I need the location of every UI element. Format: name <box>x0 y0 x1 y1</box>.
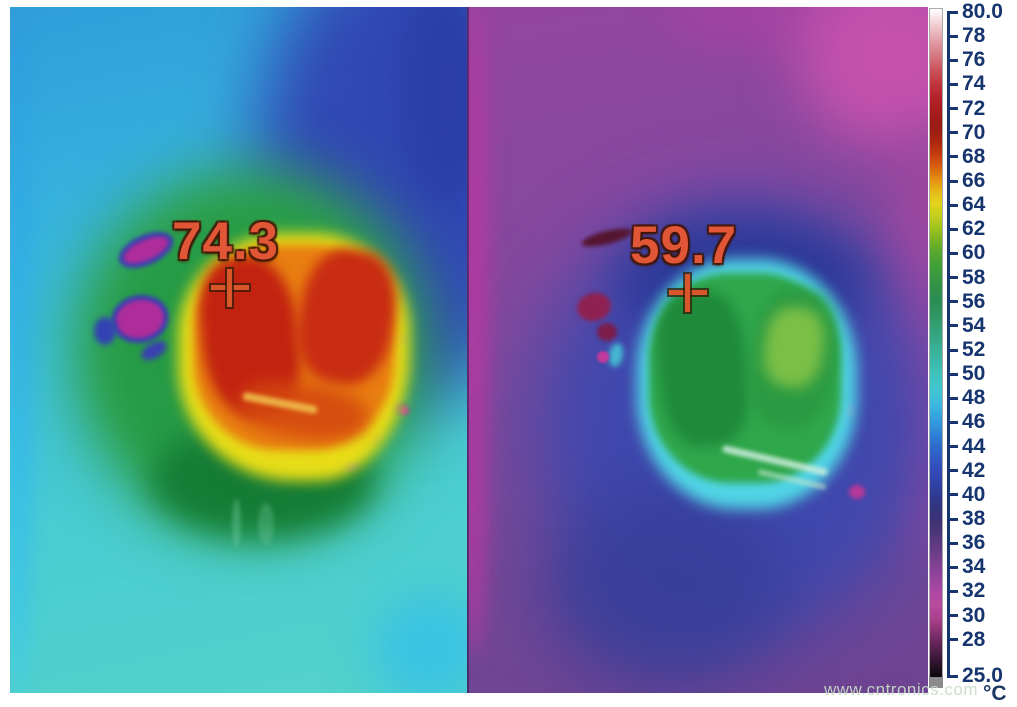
scale-tick-label: 72 <box>962 96 986 120</box>
scale-tick-mark <box>947 638 958 642</box>
scale-tick-label: 68 <box>962 144 986 168</box>
scale-tick-mark <box>947 203 958 207</box>
scale-tick-label: 54 <box>962 313 986 337</box>
scale-tick-mark <box>947 227 958 231</box>
thermal-image-right: 59.7 <box>467 7 928 693</box>
scale-tick-label: 70 <box>962 120 986 144</box>
scale-tick-mark <box>947 469 958 473</box>
scale-tick-mark <box>947 58 958 62</box>
scale-tick-mark <box>947 82 958 86</box>
scale-tick-mark <box>947 396 958 400</box>
image-seam <box>467 7 469 693</box>
thermal-blob <box>797 7 928 147</box>
cold-spot <box>597 323 617 341</box>
scale-tick-mark <box>947 541 958 545</box>
scale-tick-label: 48 <box>962 386 986 410</box>
scale-tick-mark <box>947 107 958 111</box>
thermal-blob <box>370 592 467 693</box>
scale-axis-line <box>947 12 950 676</box>
temperature-scale-ticks: 80.0 78 76 74 72 70 68 66 64 62 60 58 56 54 52 50 48 46 44… <box>945 0 1017 707</box>
scale-tick-mark <box>947 674 958 678</box>
scale-tick-label: 34 <box>962 555 986 579</box>
scale-tick-label: 46 <box>962 410 986 434</box>
colorbar-end-cap <box>929 677 943 688</box>
spot-crosshair-right <box>669 274 707 312</box>
scale-tick-mark <box>947 445 958 449</box>
scale-tick-mark <box>947 276 958 280</box>
temperature-reading-right: 59.7 <box>630 216 738 275</box>
scale-tick-label: 25.0 <box>962 664 1003 687</box>
scale-tick-mark <box>947 614 958 618</box>
hot-component-left <box>178 233 410 481</box>
scale-tick-label: 56 <box>962 289 986 313</box>
scale-tick-label: 76 <box>962 48 986 72</box>
scale-unit-label: °C <box>983 682 1007 705</box>
scale-tick-label: 40 <box>962 482 986 506</box>
scale-tick-mark <box>947 155 958 159</box>
scale-tick-mark <box>947 372 958 376</box>
scale-tick-label: 78 <box>962 24 986 48</box>
scale-tick-label: 36 <box>962 531 986 555</box>
scale-tick-mark <box>947 493 958 497</box>
scale-tick-label: 50 <box>962 362 986 386</box>
temperature-reading-left: 74.3 <box>172 212 280 271</box>
scale-tick-mark <box>947 589 958 593</box>
thermal-image-left: 74.3 <box>10 7 467 693</box>
watermark-text: www.cntronics.com <box>824 680 978 699</box>
scale-tick-label: 38 <box>962 507 986 531</box>
cold-spot <box>400 406 409 415</box>
scale-tick-label: 62 <box>962 217 986 241</box>
silkscreen-mark <box>258 503 274 545</box>
silkscreen-mark <box>232 499 241 547</box>
scale-tick-label: 52 <box>962 338 986 362</box>
blue-glow-blob <box>547 487 787 687</box>
scale-tick-mark <box>947 324 958 328</box>
scale-tick-label: 44 <box>962 434 986 458</box>
scale-tick-mark <box>947 10 958 14</box>
scale-tick-mark <box>947 179 958 183</box>
scale-tick-mark <box>947 251 958 255</box>
cold-spot <box>849 485 865 499</box>
scale-tick-label: 28 <box>962 627 986 651</box>
scale-tick-label: 32 <box>962 579 986 603</box>
scale-tick-mark <box>947 131 958 135</box>
scale-tick-label: 80.0 <box>962 0 1003 23</box>
scale-tick-label: 30 <box>962 603 986 627</box>
scale-tick-mark <box>947 517 958 521</box>
scale-tick-label: 58 <box>962 265 986 289</box>
scale-tick-label: 42 <box>962 458 986 482</box>
thermal-blob <box>467 7 489 657</box>
scale-tick-mark <box>947 34 958 38</box>
scale-tick-mark <box>947 420 958 424</box>
temperature-colorbar <box>929 8 943 678</box>
warm-component-right <box>637 259 857 509</box>
cold-spot <box>597 351 609 363</box>
scale-tick-mark <box>947 348 958 352</box>
spot-crosshair-left <box>211 269 249 307</box>
scale-tick-mark <box>947 300 958 304</box>
scale-tick-label: 66 <box>962 169 986 193</box>
scale-tick-mark <box>947 565 958 569</box>
scale-tick-label: 74 <box>962 72 986 96</box>
scale-tick-label: 64 <box>962 193 986 217</box>
scale-tick-label: 60 <box>962 241 986 265</box>
thermal-blob <box>10 7 34 693</box>
cold-spot <box>94 317 116 345</box>
